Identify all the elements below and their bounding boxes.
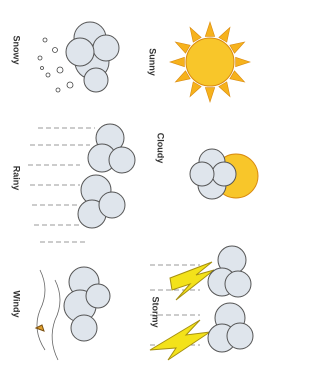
label: Sunny [148,48,158,76]
label: Snowy [12,35,22,64]
label: Windy [12,291,22,318]
label: Stormy [151,296,161,327]
weather-sheet: Sunny Cloudy Stormy Sn [0,0,268,378]
label: Cloudy [156,133,166,164]
label: Rainy [12,166,22,191]
